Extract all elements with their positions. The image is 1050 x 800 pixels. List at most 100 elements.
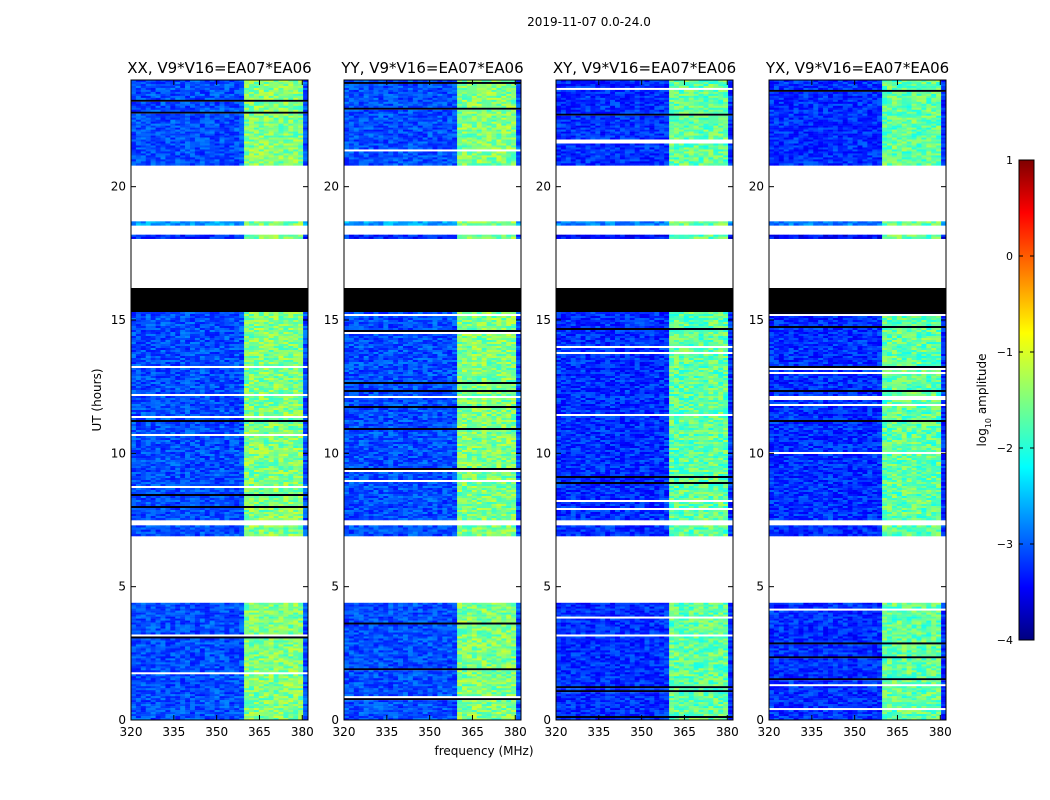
pixel-cell <box>140 464 147 467</box>
pixel-cell <box>234 452 240 455</box>
pixel-cell <box>263 648 269 651</box>
pixel-cell <box>239 320 245 323</box>
pixel-cell <box>249 674 255 677</box>
pixel-cell <box>249 666 255 669</box>
pixel-cell <box>214 362 220 365</box>
pixel-cell <box>131 370 137 373</box>
pixel-cell <box>263 620 269 623</box>
pixel-cell <box>224 690 230 693</box>
pixel-cell <box>140 648 147 651</box>
pixel-cell <box>234 312 240 315</box>
pixel-cell <box>293 690 299 693</box>
pixel-cell <box>278 468 284 471</box>
pixel-cell <box>214 438 220 441</box>
pixel-cell <box>258 382 265 385</box>
pixel-cell <box>155 454 161 457</box>
pixel-cell <box>224 612 230 615</box>
pixel-cell <box>194 648 201 651</box>
pixel-cell <box>288 668 294 671</box>
pixel-cell <box>303 602 309 605</box>
pixel-cell <box>165 529 171 533</box>
pixel-cell <box>170 682 176 685</box>
pixel-cell <box>229 344 235 347</box>
pixel-cell <box>175 648 181 651</box>
pixel-cell <box>283 602 289 605</box>
pixel-cell <box>273 688 279 691</box>
pixel-cell <box>165 610 171 613</box>
pixel-cell <box>239 646 245 649</box>
pixel-cell <box>219 382 225 385</box>
pixel-cell <box>258 330 265 333</box>
pixel-cell <box>298 402 304 405</box>
pixel-cell <box>224 422 230 425</box>
pixel-cell <box>288 640 294 643</box>
pixel-cell <box>298 656 304 659</box>
pixel-cell <box>268 426 274 429</box>
pixel-cell <box>190 706 196 709</box>
pixel-cell <box>288 422 294 425</box>
pixel-cell <box>150 664 156 667</box>
pixel-cell <box>224 428 230 431</box>
pixel-cell <box>234 448 240 451</box>
pixel-cell <box>283 531 289 535</box>
pixel-cell <box>170 430 176 433</box>
pixel-cell <box>155 624 161 627</box>
pixel-cell <box>180 386 186 389</box>
pixel-cell <box>278 624 284 627</box>
pixel-cell <box>204 456 210 459</box>
pixel-cell <box>298 624 304 627</box>
pixel-cell <box>160 432 166 435</box>
pixel-cell <box>239 620 245 623</box>
pixel-cell <box>244 440 250 443</box>
pixel-cell <box>249 472 255 475</box>
pixel-cell <box>190 620 196 623</box>
pixel-cell <box>288 404 294 407</box>
pixel-cell <box>298 470 304 473</box>
pixel-cell <box>249 418 255 421</box>
pixel-cell <box>204 372 210 375</box>
pixel-cell <box>258 380 265 383</box>
pixel-cell <box>199 428 206 431</box>
pixel-cell <box>229 432 235 435</box>
pixel-cell <box>135 654 142 657</box>
pixel-cell <box>278 400 284 403</box>
pixel-cell <box>244 330 250 333</box>
pixel-cell <box>190 678 196 681</box>
pixel-cell <box>209 456 215 459</box>
pixel-cell <box>244 527 250 530</box>
pixel-cell <box>288 454 294 457</box>
pixel-cell <box>209 356 215 359</box>
pixel-cell <box>160 346 166 349</box>
pixel-cell <box>249 446 255 449</box>
pixel-cell <box>239 688 245 691</box>
pixel-cell <box>303 450 309 453</box>
pixel-cell <box>224 462 230 465</box>
pixel-cell <box>234 328 240 331</box>
pixel-cell <box>303 712 309 715</box>
pixel-cell <box>298 448 304 451</box>
pixel-cell <box>165 614 171 617</box>
pixel-cell <box>165 328 171 331</box>
pixel-cell <box>145 368 151 371</box>
pixel-cell <box>283 452 289 455</box>
pixel-cell <box>244 658 250 661</box>
pixel-cell <box>229 630 235 633</box>
pixel-cell <box>131 312 137 315</box>
pixel-cell <box>170 456 176 459</box>
pixel-cell <box>239 360 245 363</box>
pixel-cell <box>288 458 294 461</box>
pixel-cell <box>253 706 260 709</box>
pixel-cell <box>298 438 304 441</box>
pixel-cell <box>288 438 294 441</box>
pixel-cell <box>175 388 181 391</box>
pixel-cell <box>253 330 260 333</box>
pixel-cell <box>293 682 299 685</box>
pixel-cell <box>273 338 279 341</box>
pixel-cell <box>273 674 279 677</box>
pixel-cell <box>199 432 206 435</box>
pixel-cell <box>160 476 166 479</box>
pixel-cell <box>273 442 279 445</box>
pixel-cell <box>263 618 269 621</box>
pixel-cell <box>194 314 201 317</box>
pixel-cell <box>278 362 284 365</box>
